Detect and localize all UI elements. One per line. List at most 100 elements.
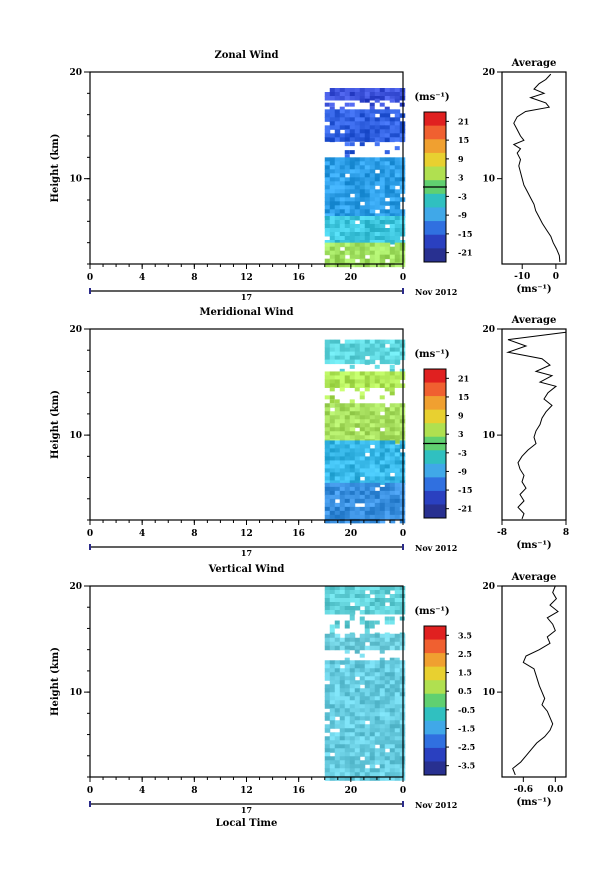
data-cell [354, 125, 361, 130]
data-cell [344, 427, 351, 432]
data-cell [374, 92, 381, 97]
data-cell [334, 216, 341, 221]
data-cell [394, 113, 401, 118]
data-cell [334, 472, 341, 477]
data-cell [369, 680, 376, 685]
data-cell [359, 590, 366, 595]
data-cell [379, 704, 386, 709]
data-cell [384, 209, 391, 214]
data-cell [394, 460, 401, 465]
data-cell [334, 672, 341, 677]
data-cell [369, 756, 376, 761]
data-cell [394, 704, 401, 709]
data-cell [394, 712, 401, 717]
data-cell [369, 197, 376, 202]
data-cell [344, 460, 351, 465]
data-cell [384, 684, 391, 689]
data-cell [334, 602, 341, 607]
data-cell [364, 712, 371, 717]
data-cell [334, 383, 341, 388]
data-cell [324, 157, 331, 162]
data-cell [349, 375, 356, 380]
data-cell [384, 728, 391, 733]
data-cell [379, 514, 386, 520]
data-cell [384, 375, 391, 380]
data-cell [369, 768, 376, 773]
data-cell [354, 594, 361, 599]
colorbar-swatch [424, 409, 446, 424]
data-cell [384, 452, 391, 457]
data-cell [359, 510, 366, 516]
data-cell [374, 157, 381, 162]
data-cell [364, 716, 371, 721]
data-cell [329, 514, 336, 520]
data-cell [359, 423, 366, 428]
data-cell [329, 768, 336, 773]
data-cell [344, 452, 351, 457]
data-cell [339, 468, 346, 473]
data-cell [324, 113, 331, 118]
data-cell [339, 672, 346, 677]
data-cell [339, 423, 346, 428]
data-cell [374, 364, 380, 369]
data-cell [384, 494, 391, 500]
data-cell [354, 480, 361, 485]
data-cell [329, 242, 336, 248]
data-cell [359, 660, 366, 665]
data-cell [384, 444, 391, 449]
data-cell [344, 246, 351, 252]
data-cell [359, 704, 366, 709]
data-cell [344, 403, 351, 408]
data-cell [379, 113, 386, 118]
data-cell [364, 498, 371, 504]
data-cell [369, 181, 376, 186]
data-cell [384, 220, 391, 225]
data-cell [334, 205, 341, 210]
data-cell [354, 189, 361, 194]
x-tick-label: 4 [139, 273, 145, 283]
data-cell [324, 676, 331, 681]
x-tick-label: 20 [345, 273, 358, 283]
data-cell [334, 197, 341, 202]
data-cell [354, 748, 361, 753]
data-cell [339, 456, 346, 461]
colorbar-tick-label: 9 [458, 411, 464, 421]
data-cell [349, 510, 356, 516]
data-cell [354, 177, 361, 182]
data-cell [339, 133, 346, 138]
data-cell [344, 486, 351, 492]
data-cell [339, 696, 346, 701]
data-cell [369, 201, 376, 206]
data-cell [389, 756, 396, 761]
colorbar-tick-label: 3 [458, 173, 464, 183]
data-cell [364, 684, 371, 689]
colorbar-swatch [424, 666, 446, 681]
data-cell [329, 106, 335, 111]
data-cell [354, 213, 361, 218]
average-profile-line [512, 73, 561, 262]
data-cell [359, 395, 365, 400]
data-cell [364, 756, 371, 761]
data-cell [334, 506, 341, 512]
data-cell [324, 486, 331, 492]
data-cell [364, 680, 371, 685]
data-cell [359, 680, 366, 685]
data-cell [359, 246, 366, 252]
average-x-tick-label: -0.6 [514, 785, 533, 795]
x-tick-label: 12 [240, 273, 253, 283]
data-cell [364, 250, 371, 256]
data-cell [389, 586, 396, 591]
data-cell [369, 708, 376, 713]
data-cell [379, 649, 385, 654]
data-cell [344, 680, 351, 685]
data-cell [379, 633, 386, 639]
data-cell [369, 193, 376, 198]
data-cell [374, 684, 381, 689]
data-cell [354, 254, 361, 260]
data-cell [364, 347, 371, 353]
data-cell [349, 228, 356, 233]
data-cell [334, 620, 340, 625]
data-cell [394, 220, 401, 225]
data-cell [389, 161, 396, 166]
data-cell [334, 246, 341, 252]
